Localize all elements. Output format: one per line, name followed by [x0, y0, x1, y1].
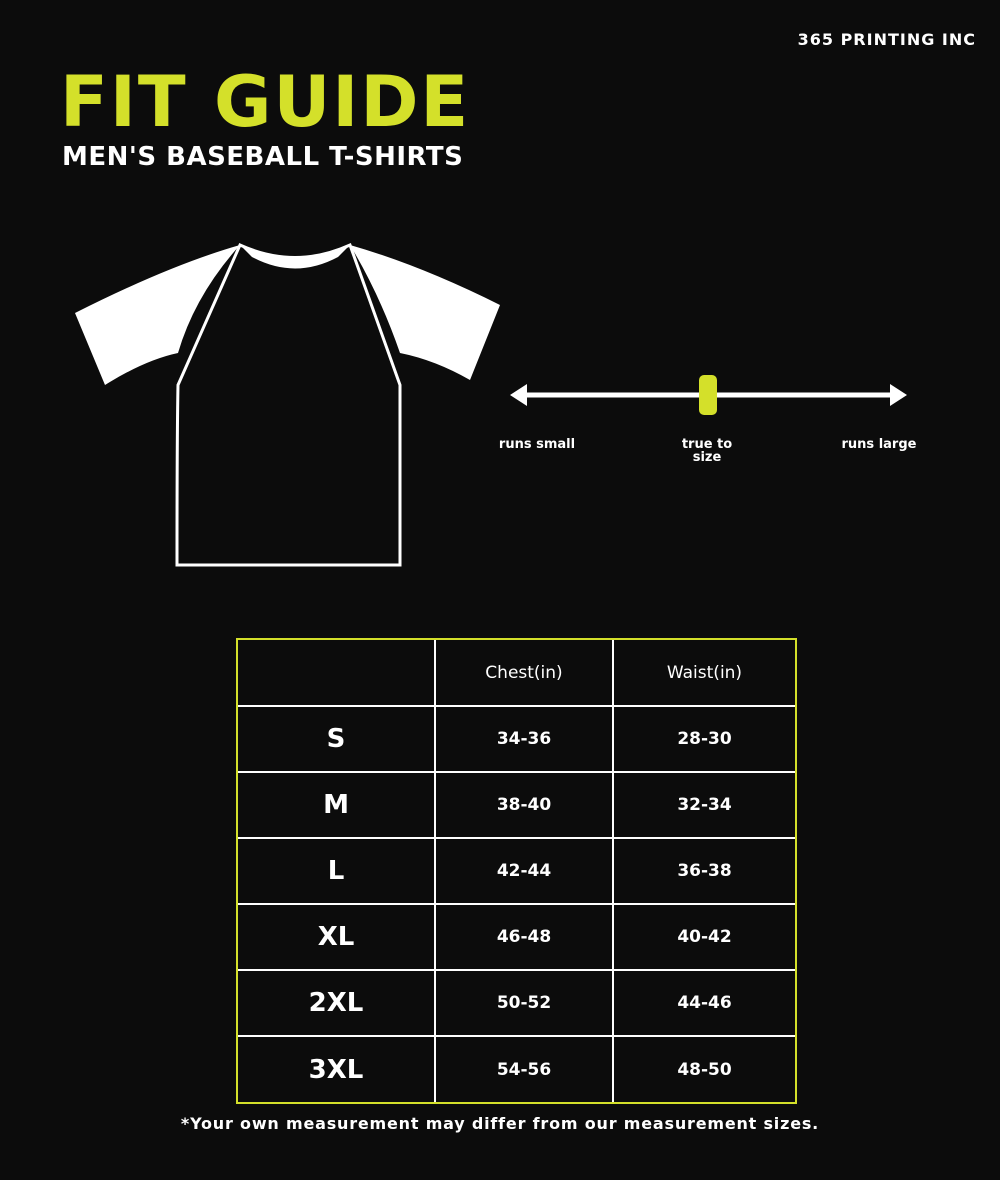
table-row: 2XL 50-52 44-46 [238, 969, 795, 1037]
header-chest: Chest(in) [434, 640, 614, 707]
waist-cell: 32-34 [612, 771, 795, 839]
fit-scale: runs small true to size runs large [499, 370, 916, 470]
chest-cell: 54-56 [434, 1035, 614, 1102]
waist-cell: 40-42 [612, 903, 795, 971]
size-cell: M [238, 771, 436, 839]
page-title: FIT GUIDE [60, 61, 471, 143]
table-row: 3XL 54-56 48-50 [238, 1035, 795, 1102]
disclaimer-note: *Your own measurement may differ from ou… [180, 1114, 820, 1133]
table-row: XL 46-48 40-42 [238, 903, 795, 971]
fit-scale-arrow [510, 375, 907, 415]
label-runs-small: runs small [498, 437, 576, 452]
table-header-row: Chest(in) Waist(in) [238, 640, 795, 707]
chest-cell: 50-52 [434, 969, 614, 1037]
label-runs-large: runs large [841, 437, 917, 452]
waist-cell: 36-38 [612, 837, 795, 905]
chest-cell: 46-48 [434, 903, 614, 971]
size-cell: S [238, 705, 436, 773]
page-subtitle: MEN'S BASEBALL T-SHIRTS [62, 142, 464, 172]
chest-cell: 34-36 [434, 705, 614, 773]
header-size [238, 640, 436, 707]
brand-name: 365 PRINTING INC [797, 30, 976, 49]
header-waist: Waist(in) [612, 640, 795, 707]
table-row: S 34-36 28-30 [238, 705, 795, 773]
chest-cell: 38-40 [434, 771, 614, 839]
baseball-tshirt-icon [75, 242, 500, 567]
chest-cell: 42-44 [434, 837, 614, 905]
waist-cell: 44-46 [612, 969, 795, 1037]
label-true-to-size: true to size [681, 437, 733, 465]
size-cell: 3XL [238, 1035, 436, 1102]
size-cell: 2XL [238, 969, 436, 1037]
fit-marker [699, 375, 717, 415]
waist-cell: 28-30 [612, 705, 795, 773]
table-row: M 38-40 32-34 [238, 771, 795, 839]
table-row: L 42-44 36-38 [238, 837, 795, 905]
waist-cell: 48-50 [612, 1035, 795, 1102]
size-cell: L [238, 837, 436, 905]
size-chart-table: Chest(in) Waist(in) S 34-36 28-30 M 38-40 32… [236, 638, 797, 1104]
size-cell: XL [238, 903, 436, 971]
